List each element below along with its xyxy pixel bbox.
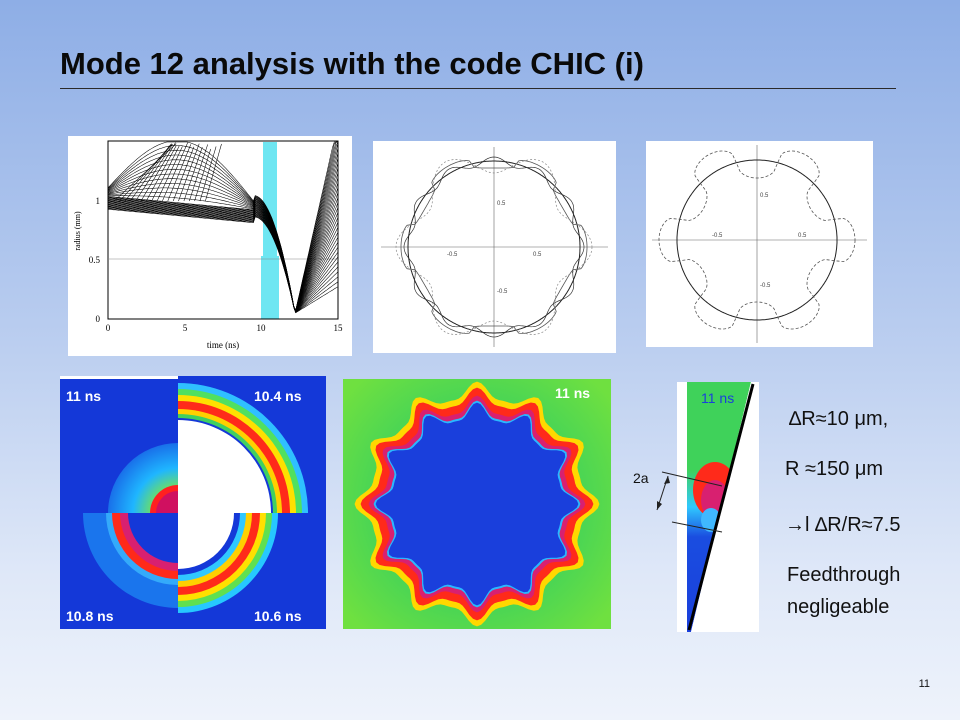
polar-b-tick-bottom: -0.5 — [760, 283, 771, 289]
shock-line — [151, 145, 180, 202]
polar-b-tick-right: 0.5 — [798, 233, 807, 239]
trajectory-line — [107, 206, 339, 313]
shock-line — [124, 144, 172, 202]
note-ratio: →l ∆R/R≈7.5 — [785, 514, 901, 536]
shock-line — [162, 142, 188, 202]
trajectory-line — [107, 205, 339, 313]
polar-plot-perturbation-b: -0.5 0.5 0.5 -0.5 — [646, 141, 873, 347]
label-10-4ns: 10.4 ns — [254, 388, 302, 404]
zoom-simulation-strip: 11 ns — [677, 382, 759, 632]
polar-curve — [400, 160, 588, 334]
quad-simulation-graphic — [60, 376, 326, 629]
polar-curve — [407, 160, 581, 334]
shock-line — [113, 143, 177, 202]
y-tick-1: 0.5 — [89, 255, 101, 265]
trajectory-line — [107, 207, 339, 314]
shock-line — [194, 148, 211, 202]
shock-line — [189, 144, 208, 202]
zoom-simulation-graphic — [677, 382, 759, 632]
polar-curve — [395, 159, 593, 335]
shock-line — [178, 143, 200, 202]
shock-line — [205, 143, 222, 202]
x-tick-2: 10 — [257, 323, 267, 333]
label-full-11ns: 11 ns — [555, 385, 591, 401]
slide-title: Mode 12 analysis with the code CHIC (i) — [60, 46, 644, 81]
annotation-arrows — [656, 471, 723, 533]
shock-line — [156, 146, 183, 202]
polar-a-tick-top: 0.5 — [497, 201, 506, 207]
polar-b-tick-left: -0.5 — [712, 233, 723, 239]
y-tick-2: 1 — [96, 196, 101, 206]
trajectory-line — [107, 204, 339, 313]
label-10-8ns: 10.8 ns — [66, 608, 114, 624]
x-axis-label: time (ns) — [207, 340, 239, 350]
shock-line — [167, 144, 192, 202]
polar-a-tick-left: -0.5 — [447, 252, 458, 258]
note-negligeable: negligeable — [787, 596, 890, 618]
shock-line — [140, 142, 176, 202]
annotation-2a: 2a — [633, 470, 649, 486]
note-feedthrough: Feedthrough — [787, 564, 901, 586]
label-zoom-11ns: 11 ns — [701, 390, 735, 406]
label-11ns: 11 ns — [66, 388, 102, 404]
shock-line — [183, 147, 203, 202]
note-radius: R ≈150 μm — [785, 458, 884, 480]
quad-simulation-image: 11 ns 10.4 ns 10.8 ns 10.6 ns — [60, 376, 326, 629]
page-number: 11 — [918, 678, 930, 690]
polar-curve — [676, 159, 838, 321]
trajectory-line — [107, 208, 339, 314]
polar-curve — [403, 156, 585, 338]
polar-chart-b: -0.5 0.5 0.5 -0.5 — [652, 145, 867, 343]
radius-time-chart: 0 5 10 15 0 0.5 1 time (ns) radius (mm) — [73, 140, 344, 350]
y-axis-label: radius (mm) — [73, 211, 82, 251]
label-10-6ns: 10.6 ns — [254, 608, 302, 624]
trajectory-line — [107, 205, 339, 313]
trajectory-line — [107, 207, 339, 313]
shock-line — [129, 143, 172, 202]
trajectories — [107, 141, 339, 314]
radius-time-plot: 0 5 10 15 0 0.5 1 time (ns) radius (mm) — [68, 136, 352, 356]
full-simulation-image: 11 ns — [343, 379, 611, 629]
full-simulation-graphic — [343, 379, 611, 629]
highlight-band-2 — [261, 256, 279, 319]
title-underline — [60, 88, 896, 89]
zoom-edge-line — [687, 383, 755, 631]
trajectory-line — [107, 209, 339, 314]
y-tick-0: 0 — [96, 314, 101, 324]
x-tick-0: 0 — [106, 323, 111, 333]
shock-line — [146, 145, 177, 202]
x-tick-3: 15 — [334, 323, 344, 333]
x-tick-1: 5 — [183, 323, 188, 333]
polar-a-tick-bottom: -0.5 — [497, 289, 508, 295]
polar-a-tick-right: 0.5 — [533, 252, 542, 258]
shock-line — [199, 146, 217, 202]
polar-plot-perturbation-a: -0.5 0.5 0.5 -0.5 — [373, 141, 616, 353]
trajectory-line — [107, 141, 338, 312]
shock-line — [135, 144, 173, 202]
note-delta-r: ∆R≈10 μm, — [789, 408, 889, 430]
shock-line — [172, 146, 195, 202]
polar-curve — [658, 150, 856, 330]
polar-chart-a: -0.5 0.5 0.5 -0.5 — [381, 147, 608, 347]
polar-b-tick-top: 0.5 — [760, 193, 769, 199]
